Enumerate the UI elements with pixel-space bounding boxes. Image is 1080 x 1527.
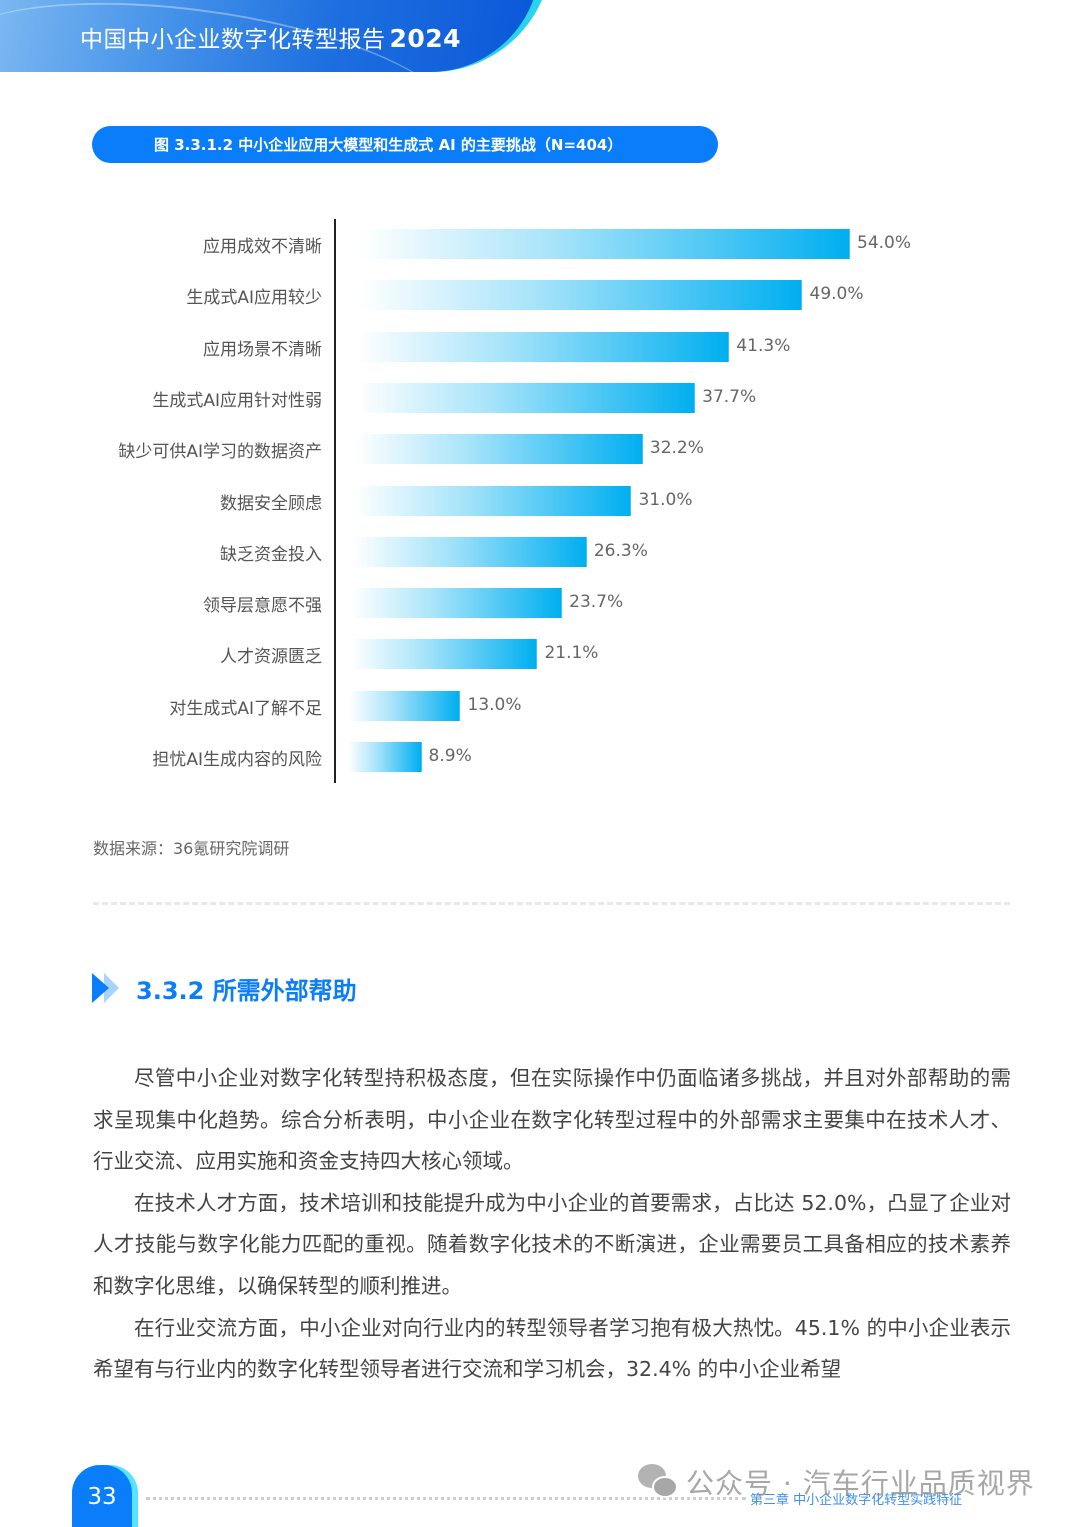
double-chevron-icon — [92, 970, 128, 1006]
value-label: 8.9% — [428, 746, 472, 766]
report-title: 中国中小企业数字化转型报告 2024 — [80, 20, 461, 54]
value-label: 26.3% — [593, 540, 648, 561]
chart-row: 生成式AI应用较少 49.0% — [0, 280, 1080, 311]
report-year: 2024 — [389, 24, 462, 53]
category-label: 缺少可供AI学习的数据资产 — [118, 442, 322, 463]
dashed-divider — [93, 902, 1010, 905]
value-label: 23.7% — [569, 592, 624, 613]
y-axis-line — [334, 219, 336, 783]
category-label: 担忧AI生成内容的风险 — [152, 750, 322, 770]
dotted-leader — [146, 1497, 746, 1500]
bar — [360, 229, 850, 259]
category-label: 应用场景不清晰 — [203, 339, 322, 360]
chart-row: 领导层意愿不强 23.7% — [0, 588, 1080, 619]
category-label: 人才资源匮乏 — [220, 647, 322, 668]
report-title-text: 中国中小企业数字化转型报告 — [80, 27, 386, 53]
chart-row: 担忧AI生成内容的风险 8.9% — [0, 742, 1080, 772]
watermark-text: 公众号 · 汽车行业品质视界 — [686, 1467, 1035, 1500]
chart-row: 生成式AI应用针对性弱 37.7% — [0, 382, 1080, 413]
bar-chart: 应用成效不清晰 54.0% 生成式AI应用较少 49.0% 应用场景不清晰 41.3% 生成… — [0, 219, 1080, 783]
chart-row: 缺乏资金投入 26.3% — [0, 536, 1080, 567]
value-label: 41.3% — [736, 335, 791, 356]
paragraph: 尽管中小企业对数字化转型持积极态度，但在实际操作中仍面临诸多挑战，并且对外部帮助… — [93, 1066, 1011, 1174]
section-heading: 3.3.2 所需外部帮助 — [92, 970, 357, 1006]
category-label: 生成式AI应用针对性弱 — [152, 390, 322, 411]
bar — [352, 536, 587, 567]
value-label: 13.0% — [467, 694, 522, 715]
value-label: 31.0% — [638, 489, 693, 510]
chart-row: 缺少可供AI学习的数据资产 32.2% — [0, 434, 1080, 465]
value-label: 32.2% — [649, 438, 704, 459]
bar — [359, 280, 803, 311]
value-label: 49.0% — [809, 284, 864, 305]
category-label: 生成式AI应用较少 — [186, 288, 322, 309]
bar — [351, 639, 538, 670]
bar — [356, 382, 696, 413]
category-label: 应用成效不清晰 — [203, 237, 322, 257]
chapter-title: 第三章 中小企业数字化转型实践特征 — [750, 1493, 963, 1508]
bar — [347, 742, 422, 772]
category-label: 缺乏资金投入 — [220, 544, 322, 565]
chart-row: 应用场景不清晰 41.3% — [0, 331, 1080, 362]
page-number-tab: 33 — [72, 1465, 138, 1527]
wechat-icon — [638, 1462, 682, 1502]
category-label: 数据安全顾虑 — [220, 493, 322, 514]
bar — [357, 331, 730, 362]
chart-row: 对生成式AI了解不足 13.0% — [0, 690, 1080, 721]
value-label: 21.1% — [544, 643, 599, 664]
body-text: 尽管中小企业对数字化转型持积极态度，但在实际操作中仍面临诸多挑战，并且对外部帮助… — [93, 1058, 1011, 1391]
bar — [354, 434, 643, 465]
section-title: 3.3.2 所需外部帮助 — [136, 976, 357, 1005]
category-label: 领导层意愿不强 — [203, 596, 322, 617]
data-source: 数据来源：36氪研究院调研 — [93, 839, 290, 858]
paragraph: 在行业交流方面，中小企业对向行业内的转型领导者学习抱有极大热忱。45.1% 的中… — [93, 1315, 1011, 1382]
value-label: 54.0% — [857, 233, 912, 253]
value-label: 37.7% — [702, 386, 757, 407]
paragraph: 在技术人才方面，技术培训和技能提升成为中小企业的首要需求，占比达 52.0%，凸… — [93, 1190, 1011, 1298]
watermark: 公众号 · 汽车行业品质视界 — [638, 1462, 1035, 1502]
figure-caption: 图 3.3.1.2 中小企业应用大模型和生成式 AI 的主要挑战（N=404） — [92, 126, 718, 163]
bar — [354, 485, 632, 516]
chart-row: 应用成效不清晰 54.0% — [0, 229, 1080, 259]
chart-row: 人才资源匮乏 21.1% — [0, 639, 1080, 670]
category-label: 对生成式AI了解不足 — [169, 698, 322, 719]
header-banner: 中国中小企业数字化转型报告 2024 — [0, 0, 560, 72]
page-number: 33 — [72, 1465, 132, 1527]
chart-row: 数据安全顾虑 31.0% — [0, 485, 1080, 516]
bar — [348, 690, 461, 721]
banner-blue-fill — [0, 0, 540, 72]
bar — [352, 588, 563, 619]
